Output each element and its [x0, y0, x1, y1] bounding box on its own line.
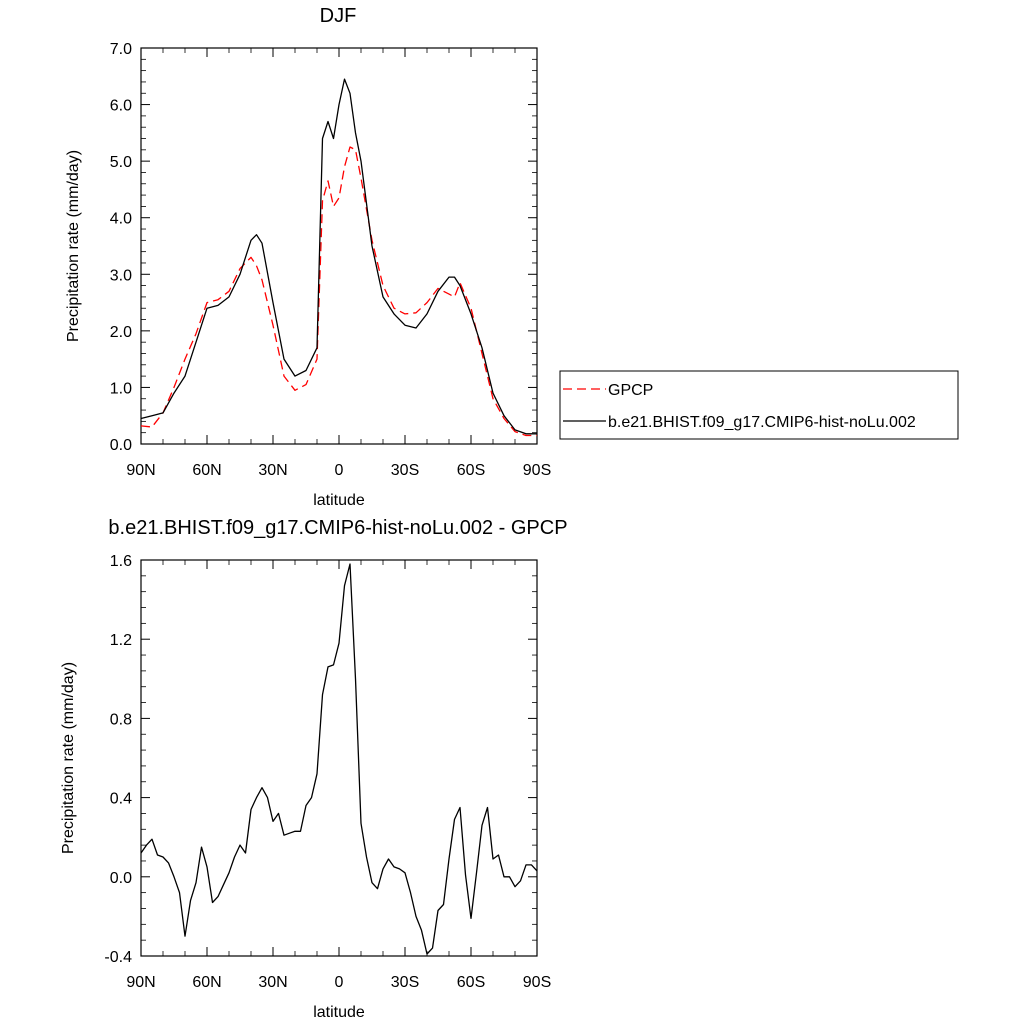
bottom-series-lines — [140, 563, 538, 955]
x-tick-label: 30N — [258, 462, 287, 479]
x-tick-label: 90S — [523, 462, 551, 479]
bottom-panel: b.e21.BHIST.f09_g17.CMIP6-hist-noLu.002 … — [60, 517, 568, 1021]
legend: GPCP b.e21.BHIST.f09_g17.CMIP6-hist-noLu… — [559, 370, 959, 440]
y-tick-label: 5.0 — [110, 154, 132, 171]
top-x-tick-labels: 90N 60N 30N 0 30S 60S 90S — [126, 462, 551, 479]
x-tick-label: 90N — [126, 974, 155, 991]
x-tick-label: 60N — [192, 974, 221, 991]
bottom-y-tick-labels: -0.4 0.0 0.4 0.8 1.2 1.6 — [104, 553, 132, 966]
x-tick-label: 90N — [126, 462, 155, 479]
bottom-tick-marks — [140, 559, 538, 957]
y-tick-label: 1.2 — [110, 632, 132, 649]
x-tick-label: 30S — [391, 462, 419, 479]
legend-gpcp-label: GPCP — [608, 382, 653, 399]
top-panel: DJF 0.0 1.0 2.0 3.0 4.0 5.0 6.0 7.0 90N 60N 30N 0 3… — [65, 5, 551, 509]
bottom-x-axis-label: latitude — [313, 1004, 365, 1021]
top-y-axis-label: Precipitation rate (mm/day) — [65, 150, 82, 342]
top-y-tick-labels: 0.0 1.0 2.0 3.0 4.0 5.0 6.0 7.0 — [110, 41, 132, 454]
bottom-chart-title: b.e21.BHIST.f09_g17.CMIP6-hist-noLu.002 … — [108, 517, 567, 539]
top-chart-title: DJF — [320, 5, 357, 27]
x-tick-label: 30N — [258, 974, 287, 991]
x-tick-label: 30S — [391, 974, 419, 991]
x-tick-label: 0 — [335, 462, 344, 479]
x-tick-label: 60S — [457, 462, 485, 479]
y-tick-label: 0.0 — [110, 870, 132, 887]
top-x-axis-label: latitude — [313, 492, 365, 509]
x-tick-label: 90S — [523, 974, 551, 991]
top-series-lines — [140, 78, 537, 437]
series-line-difference — [140, 563, 538, 955]
x-tick-label: 0 — [335, 974, 344, 991]
y-tick-label: 0.0 — [110, 437, 132, 454]
series-line-model — [140, 78, 537, 435]
y-tick-label: 0.8 — [110, 711, 132, 728]
y-tick-label: 0.4 — [110, 791, 132, 808]
y-tick-label: 1.0 — [110, 380, 132, 397]
y-tick-label: 2.0 — [110, 324, 132, 341]
bottom-y-axis-label: Precipitation rate (mm/day) — [60, 662, 77, 854]
y-tick-label: 6.0 — [110, 98, 132, 115]
bottom-x-tick-labels: 90N 60N 30N 0 30S 60S 90S — [126, 974, 551, 991]
legend-box — [559, 370, 959, 440]
x-tick-label: 60S — [457, 974, 485, 991]
series-line-gpcp — [140, 146, 537, 437]
y-tick-label: 7.0 — [110, 41, 132, 58]
y-tick-label: 1.6 — [110, 553, 132, 570]
y-tick-label: 4.0 — [110, 211, 132, 228]
y-tick-label: 3.0 — [110, 267, 132, 284]
x-tick-label: 60N — [192, 462, 221, 479]
y-tick-label: -0.4 — [104, 949, 132, 966]
bottom-plot-frame — [140, 559, 538, 957]
legend-model-label: b.e21.BHIST.f09_g17.CMIP6-hist-noLu.002 — [608, 414, 916, 431]
top-tick-marks — [140, 47, 538, 445]
